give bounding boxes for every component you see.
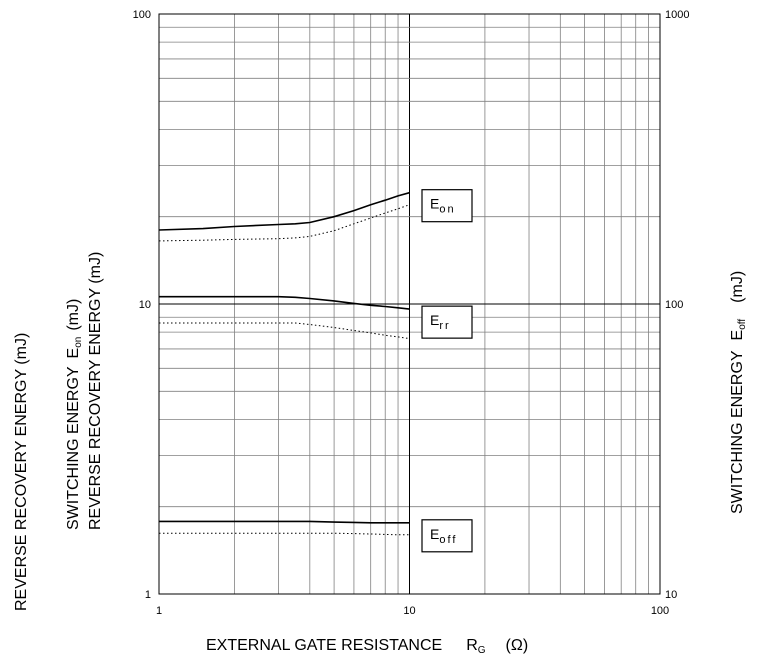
- series-label-eon: Eon: [421, 189, 473, 223]
- label-box-frame: [421, 189, 473, 223]
- y-tick-label-left: 10: [139, 299, 151, 311]
- series-line-err-dotted: [159, 322, 410, 340]
- y-axis-title-left-2: SWITCHING ENERGYEon(mJ): [65, 299, 84, 530]
- label-box-frame: [421, 305, 473, 339]
- y-axis-title-left-1: REVERSE RECOVERY ENERGY (mJ): [13, 333, 30, 611]
- y-tick-label-right: 100: [665, 299, 683, 311]
- series-label-err: Err: [421, 305, 473, 339]
- x-tick-label: 1: [156, 605, 162, 617]
- tick-labels: 1 10 100 1 10 100 10 100 1000: [133, 9, 690, 617]
- y-tick-label-right: 1000: [665, 9, 689, 21]
- series-label-eoff: Eoff: [421, 519, 473, 553]
- series-line-eon-dotted: [158, 204, 410, 242]
- y-axis-title-right: SWITCHING ENERGYEoff(mJ): [729, 271, 748, 514]
- x-tick-label: 100: [651, 605, 669, 617]
- series-line-err-solid: [159, 295, 410, 310]
- x-tick-label: 10: [403, 605, 415, 617]
- x-axis-title: EXTERNAL GATE RESISTANCE RG (Ω): [206, 637, 528, 656]
- label-box-text: Eon: [430, 196, 456, 216]
- series-labels: Eon Err Eoff: [421, 189, 473, 553]
- y-tick-label-left: 100: [133, 9, 151, 21]
- label-box-text: Err: [430, 312, 451, 332]
- y-tick-label-left: 1: [145, 589, 151, 601]
- plot-frame: [158, 13, 661, 595]
- y-axis-title-left-3: REVERSE RECOVERY ENERGY (mJ): [87, 252, 104, 530]
- grid: [159, 14, 660, 594]
- label-box-text: Eoff: [430, 526, 457, 546]
- series-line-eon-solid: [158, 191, 410, 231]
- series-line-eoff-solid: [159, 520, 410, 524]
- series-layer: [158, 191, 410, 536]
- label-box-frame: [421, 519, 473, 553]
- y-tick-label-right: 10: [665, 589, 677, 601]
- series-line-eoff-dotted: [159, 532, 410, 536]
